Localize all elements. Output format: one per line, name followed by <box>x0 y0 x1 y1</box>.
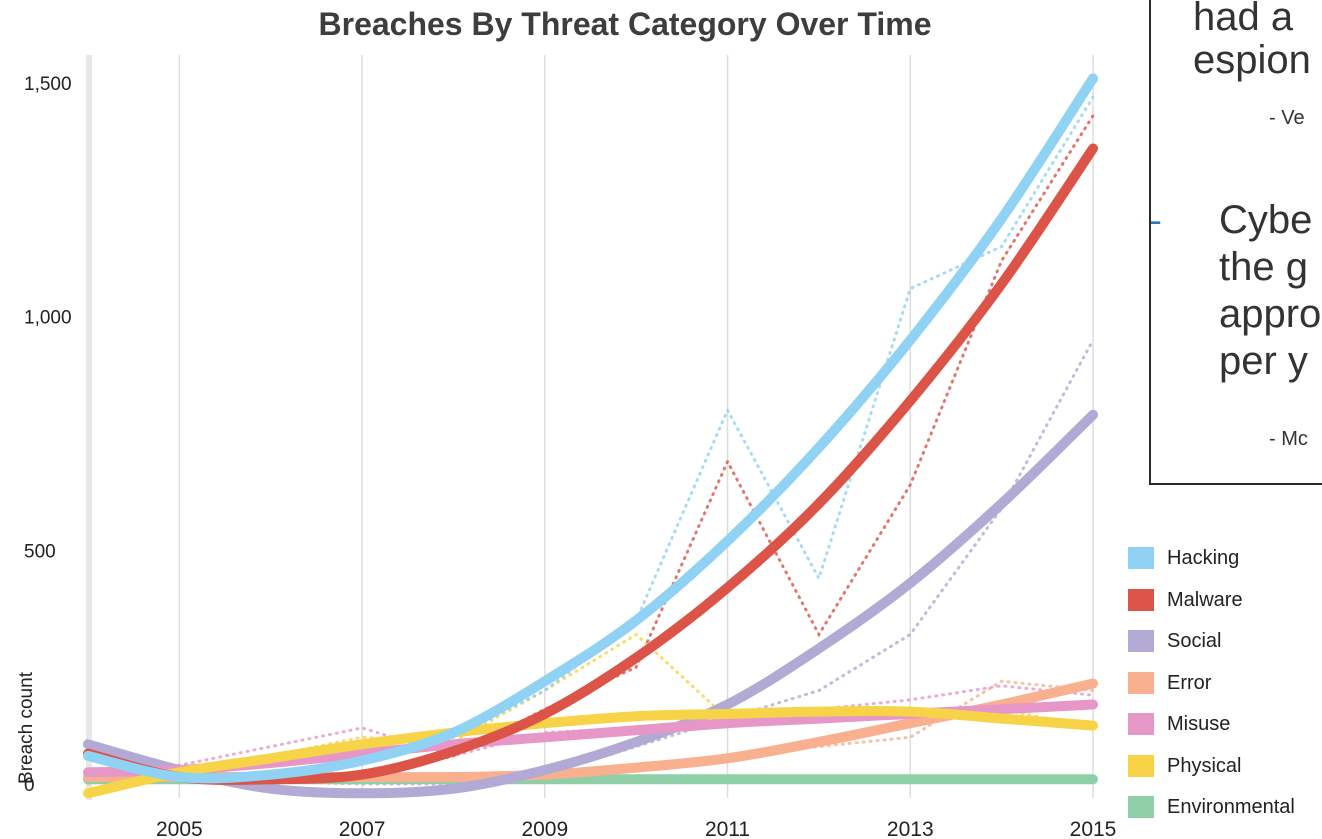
x-tick-label: 2007 <box>339 818 386 839</box>
y-tick-label: 0 <box>24 775 35 796</box>
x-tick-label: 2013 <box>887 818 934 839</box>
hacking-actual-line <box>86 95 1095 777</box>
y-tick-label: 1,000 <box>24 308 72 329</box>
legend-swatch <box>1128 754 1154 777</box>
gridlines <box>178 55 1094 798</box>
x-tick-label: 2009 <box>521 818 568 839</box>
quote-line-5: appro <box>1219 292 1322 336</box>
quote-line-6: per y <box>1219 339 1308 383</box>
legend-label: Malware <box>1167 588 1243 611</box>
misuse-actual-line <box>86 684 1095 777</box>
physical-trend-line <box>83 705 1098 799</box>
malware-trend-line <box>83 143 1098 785</box>
quote-source-2: - Mc <box>1269 428 1308 450</box>
legend-label: Misuse <box>1167 713 1231 735</box>
legend-label: Environmental <box>1167 796 1295 818</box>
quote-box: had a espion - Ve – Cybe the g appro per… <box>1149 0 1322 485</box>
bullet-dash: – <box>1151 198 1160 243</box>
quote-line-3: Cybe <box>1219 198 1313 242</box>
trend-lines <box>83 73 1098 799</box>
y-axis-bar <box>86 55 92 800</box>
hacking-trend-line <box>83 73 1098 784</box>
y-axis-label: Breach count <box>16 671 37 784</box>
chart-title: Breaches By Threat Category Over Time <box>318 6 932 42</box>
legend-swatch <box>1128 588 1154 611</box>
legend-swatch <box>1128 713 1154 735</box>
legend-swatch <box>1128 630 1154 652</box>
legend-label: Physical <box>1167 754 1242 777</box>
legend-swatch <box>1128 671 1154 694</box>
quote-source-1: - Ve <box>1269 107 1305 129</box>
legend-label: Error <box>1167 671 1212 694</box>
x-tick-label: 2005 <box>156 818 203 839</box>
y-tick-label: 500 <box>24 541 56 562</box>
x-tick-label: 2015 <box>1070 818 1117 839</box>
quote-line-4: the g <box>1219 245 1308 289</box>
x-tick-label: 2011 <box>705 818 750 839</box>
x-tick-labels: 2005 2007 2009 2011 2013 2015 <box>156 818 1116 839</box>
y-tick-labels: 0 500 1,000 1,500 <box>24 74 72 796</box>
legend-label: Social <box>1167 630 1222 652</box>
social-trend-line <box>83 409 1098 799</box>
quote-line-2: espion <box>1193 38 1311 82</box>
malware-actual-line <box>86 114 1095 781</box>
y-tick-label: 1,500 <box>24 74 72 95</box>
legend-swatch <box>1128 796 1154 818</box>
actual-data-dotted-lines <box>86 95 1095 786</box>
legend-label: Hacking <box>1167 547 1240 569</box>
quote-line-1: had a <box>1193 0 1294 39</box>
legend-swatch <box>1128 547 1154 569</box>
